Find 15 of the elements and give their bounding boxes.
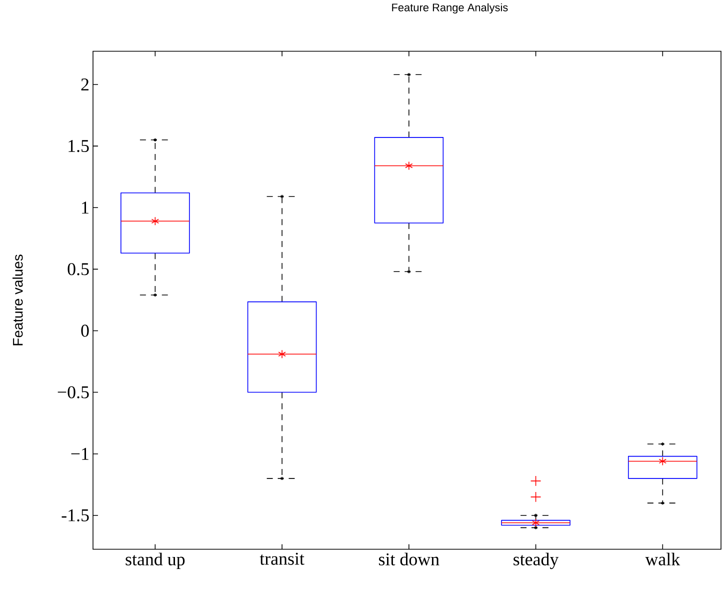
y-tick-label: 1.5 [68,140,89,152]
y-tick-label: -1.5 [62,509,89,522]
x-tick-label: sit down [379,552,440,566]
x-tick-label: steady [514,552,559,569]
y-tick-label: −0.5 [58,386,89,398]
y-axis-title: Feature values [12,254,23,346]
chart-title: Feature Range Analysis [392,3,508,14]
y-tick-label: 0.5 [68,262,89,276]
y-tick-label: 2 [81,78,89,90]
x-tick-label: walk [645,552,680,566]
x-tick-label: transit [260,552,304,565]
y-tick-label: −1 [71,448,88,460]
x-tick-label: stand up [126,552,185,569]
y-tick-label: 1 [82,202,88,214]
y-tick-label: 0 [81,324,89,337]
